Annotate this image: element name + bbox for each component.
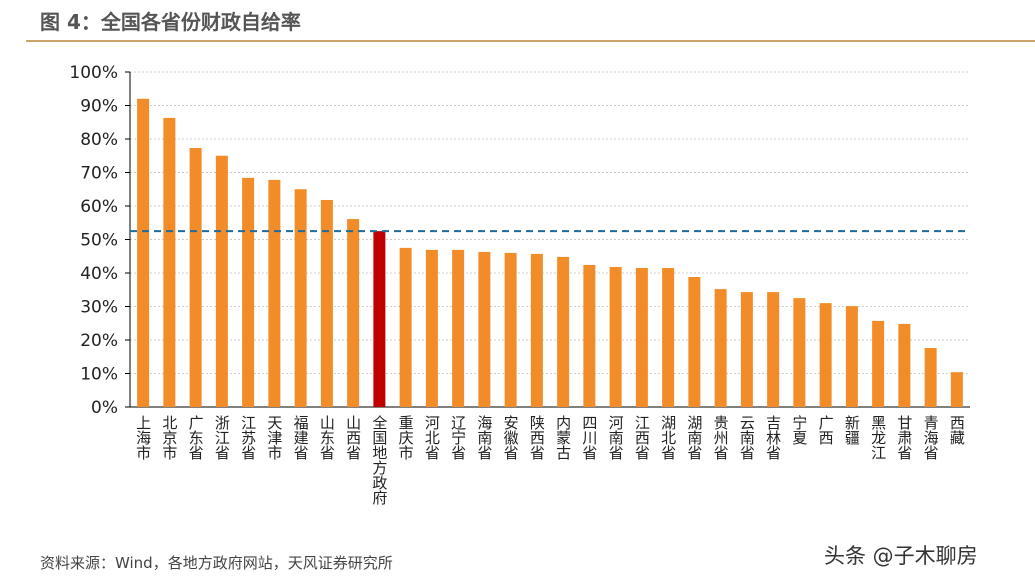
bar: [215, 155, 228, 407]
category-label: 全国地方政府: [370, 414, 388, 506]
bar: [635, 267, 648, 407]
category-label: 重庆市: [397, 415, 415, 460]
bar: [845, 306, 858, 407]
category-label: 广东省: [187, 415, 205, 460]
bar: [557, 256, 570, 407]
bar: [242, 177, 255, 407]
category-label: 北京市: [160, 415, 178, 460]
category-label: 湖北省: [659, 415, 677, 460]
category-label: 贵州省: [712, 415, 730, 460]
category-label: 云南省: [738, 415, 756, 460]
y-tick-label: 50%: [80, 231, 118, 251]
bar: [137, 98, 150, 408]
bar: [347, 219, 360, 407]
y-tick-label: 30%: [80, 298, 118, 318]
category-label: 内蒙古: [554, 415, 572, 460]
bar: [688, 277, 701, 407]
category-label: 安徽省: [502, 415, 520, 460]
y-tick-label: 20%: [80, 331, 118, 351]
category-label: 上海市: [134, 415, 152, 460]
bar: [714, 289, 727, 407]
category-label: 宁夏: [790, 415, 808, 445]
category-label: 山西省: [344, 415, 362, 460]
category-label: 广西: [817, 415, 835, 445]
bar: [294, 189, 307, 407]
y-tick-label: 10%: [80, 365, 118, 385]
y-tick-label: 70%: [80, 164, 118, 184]
category-label: 甘肃省: [895, 415, 913, 460]
category-label: 四川省: [580, 415, 598, 460]
y-tick-label: 0%: [91, 398, 118, 418]
category-label: 湖南省: [685, 415, 703, 460]
y-tick-label: 80%: [80, 130, 118, 150]
bar: [819, 303, 832, 407]
bar: [452, 249, 465, 407]
category-label: 辽宁省: [449, 415, 467, 460]
bar: [163, 117, 176, 408]
bar: [662, 267, 675, 407]
y-tick-label: 90%: [80, 97, 118, 117]
bar: [189, 148, 202, 408]
category-label: 江西省: [633, 415, 651, 460]
bar: [924, 348, 937, 407]
bar: [950, 372, 963, 407]
category-label: 山东省: [318, 415, 336, 460]
bar: [898, 323, 911, 407]
category-label: 江苏省: [239, 415, 257, 460]
category-label: 福建省: [292, 415, 310, 460]
bar: [872, 320, 885, 407]
bar: [399, 247, 412, 407]
source-note: 资料来源：Wind，各地方政府网站，天风证券研究所: [40, 554, 393, 572]
bar: [740, 292, 753, 407]
category-label: 西藏: [948, 415, 966, 446]
bar: [767, 292, 780, 407]
y-tick-label: 60%: [80, 197, 118, 217]
category-label: 河南省: [607, 415, 625, 460]
bar: [530, 253, 543, 407]
category-label: 天津市: [265, 415, 283, 460]
y-tick-label: 100%: [69, 63, 118, 83]
category-label: 陕西省: [528, 415, 546, 460]
watermark: 头条 @子木聊房: [824, 544, 978, 568]
chart-title: 图 4：全国各省份财政自给率: [40, 10, 301, 34]
bar: [504, 252, 517, 407]
title-divider: [26, 40, 1035, 42]
category-label: 吉林省: [764, 415, 782, 460]
y-tick-label: 40%: [80, 264, 118, 284]
bar: [793, 298, 806, 407]
category-label: 黑龙江: [869, 415, 887, 460]
bar: [425, 249, 438, 407]
bar: [583, 264, 596, 407]
category-label: 新疆: [843, 415, 861, 445]
bar: [320, 199, 333, 407]
category-label: 浙江省: [213, 415, 231, 460]
category-label: 河北省: [423, 415, 441, 460]
bar: [478, 251, 491, 407]
category-label: 海南省: [475, 415, 493, 460]
bar: [609, 266, 622, 407]
bar: [268, 179, 281, 407]
bar: [373, 231, 386, 407]
category-label: 青海省: [922, 415, 940, 460]
